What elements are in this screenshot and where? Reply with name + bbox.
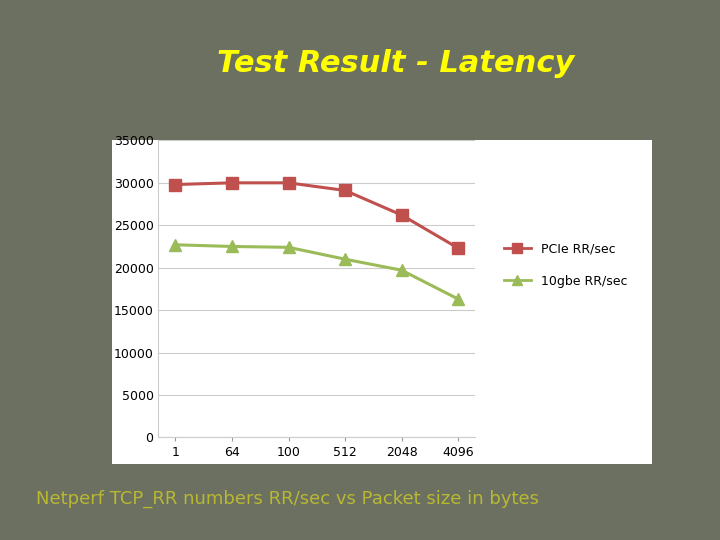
Text: Netperf TCP_RR numbers RR/sec vs Packet size in bytes: Netperf TCP_RR numbers RR/sec vs Packet … — [37, 489, 539, 508]
Legend: PCIe RR/sec, 10gbe RR/sec: PCIe RR/sec, 10gbe RR/sec — [498, 237, 634, 294]
Text: Test Result - Latency: Test Result - Latency — [217, 49, 575, 78]
